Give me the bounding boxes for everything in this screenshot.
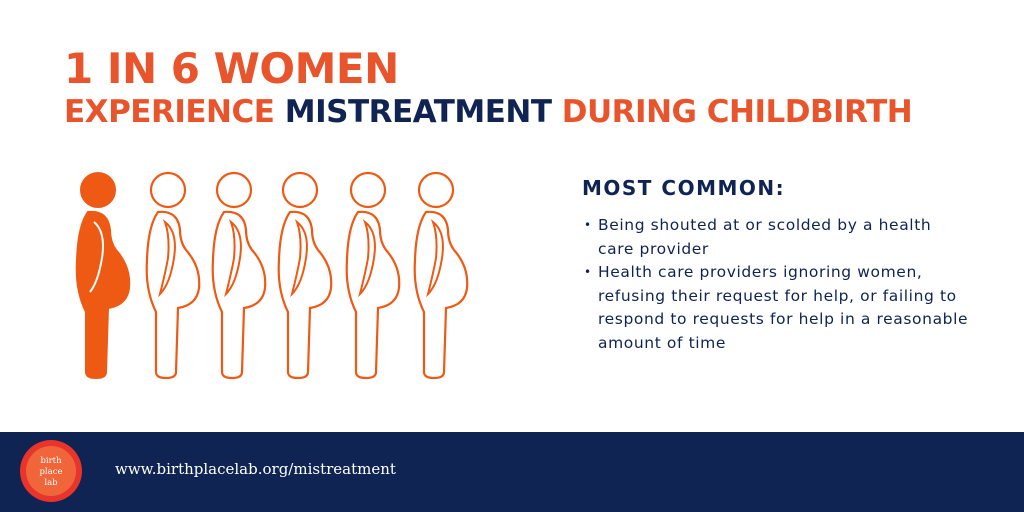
list-heading: MOST COMMON:	[582, 176, 786, 200]
list-item: Being shouted at or scolded by a health …	[584, 214, 969, 261]
list: Being shouted at or scolded by a health …	[584, 214, 969, 355]
list-item: Health care providers ignoring women, re…	[584, 261, 969, 355]
logo-text: place	[39, 467, 62, 477]
footer: birth place lab www.birthplacelab.org/mi…	[0, 432, 1024, 512]
subtitle: EXPERIENCE MISTREATMENT DURING CHILDBIRT…	[64, 94, 913, 130]
url[interactable]: www.birthplacelab.org/mistreatment	[115, 460, 396, 478]
subtitle-emphasis: MISTREATMENT	[284, 94, 552, 130]
title: 1 IN 6 WOMEN	[64, 44, 399, 93]
figures	[75, 171, 469, 380]
figures-outline	[145, 171, 469, 380]
subtitle-part: DURING CHILDBIRTH	[561, 94, 913, 130]
logo-text: lab	[44, 478, 58, 488]
figure-filled	[75, 172, 131, 379]
logo-text: birth	[40, 456, 62, 466]
subtitle-part: EXPERIENCE	[64, 94, 275, 130]
logo: birth place lab	[20, 440, 82, 502]
